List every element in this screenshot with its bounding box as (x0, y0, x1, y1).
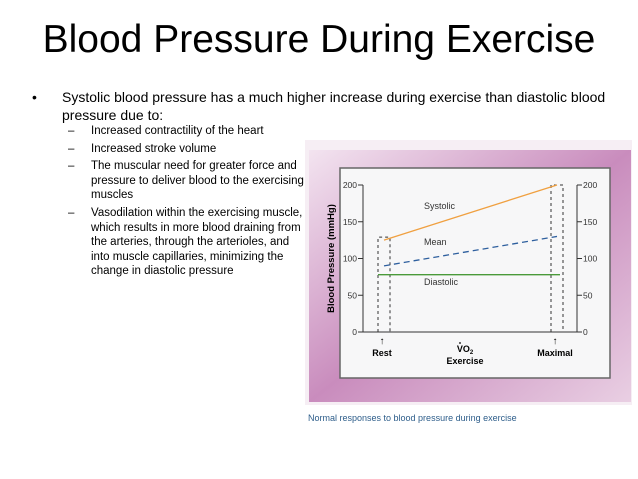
y-tick-label-right: 150 (583, 217, 597, 227)
arrow-icon: ↑ (553, 336, 558, 347)
series-label-systolic: Systolic (424, 201, 456, 211)
y-tick-label-left: 50 (348, 290, 358, 300)
x-tick-label: Maximal (537, 348, 573, 358)
bullet-marker: • (32, 89, 37, 105)
sub-item-text: The muscular need for greater force and … (91, 160, 304, 202)
y-tick-label-right: 50 (583, 290, 593, 300)
y-tick-label-right: 100 (583, 254, 597, 264)
y-tick-label-right: 0 (583, 327, 588, 337)
arrow-icon: ↑ (380, 336, 385, 347)
sub-item: – Increased stroke volume (68, 142, 308, 157)
y-tick-label-left: 0 (352, 327, 357, 337)
main-bullet-text: Systolic blood pressure has a much highe… (62, 89, 606, 123)
dash-marker: – (68, 206, 75, 219)
x-axis-label: Exercise (446, 356, 483, 366)
sub-item-text: Increased stroke volume (91, 142, 217, 155)
dash-marker: – (68, 160, 75, 173)
y-tick-label-right: 200 (583, 180, 597, 190)
blood-pressure-chart: 0 0 50 50 100 100 150 150 200 200 Blood Pressure (… (305, 140, 632, 423)
sub-item-text: Vasodilation within the exercising muscl… (91, 206, 303, 278)
sub-item-text: Increased contractility of the heart (91, 125, 264, 137)
main-bullet: • Systolic blood pressure has a much hig… (32, 88, 622, 124)
y-tick-label-left: 200 (343, 180, 357, 190)
x-axis-symbol: VO2 (457, 344, 474, 356)
dash-marker: – (68, 142, 75, 155)
x-tick-label: Rest (372, 348, 392, 358)
sub-item: – Increased contractility of the heart (68, 124, 308, 139)
y-tick-label-left: 150 (343, 217, 357, 227)
chart-caption: Normal responses to blood pressure durin… (308, 413, 517, 423)
series-label-diastolic: Diastolic (424, 277, 459, 287)
dot-accent (459, 342, 461, 344)
sub-list: – Increased contractility of the heart – I… (68, 124, 308, 282)
dash-marker: – (68, 125, 75, 137)
series-label-mean: Mean (424, 237, 447, 247)
slide-title: Blood Pressure During Exercise (42, 18, 596, 61)
plot-panel (339, 167, 611, 379)
sub-item: – The muscular need for greater force and… (68, 159, 308, 203)
sub-item: – Vasodilation within the exercising musc… (68, 206, 308, 279)
y-tick-label-left: 100 (343, 254, 357, 264)
series-line-systolic (383, 184, 558, 241)
y-axis-label: Blood Pressure (mmHg) (326, 204, 337, 313)
